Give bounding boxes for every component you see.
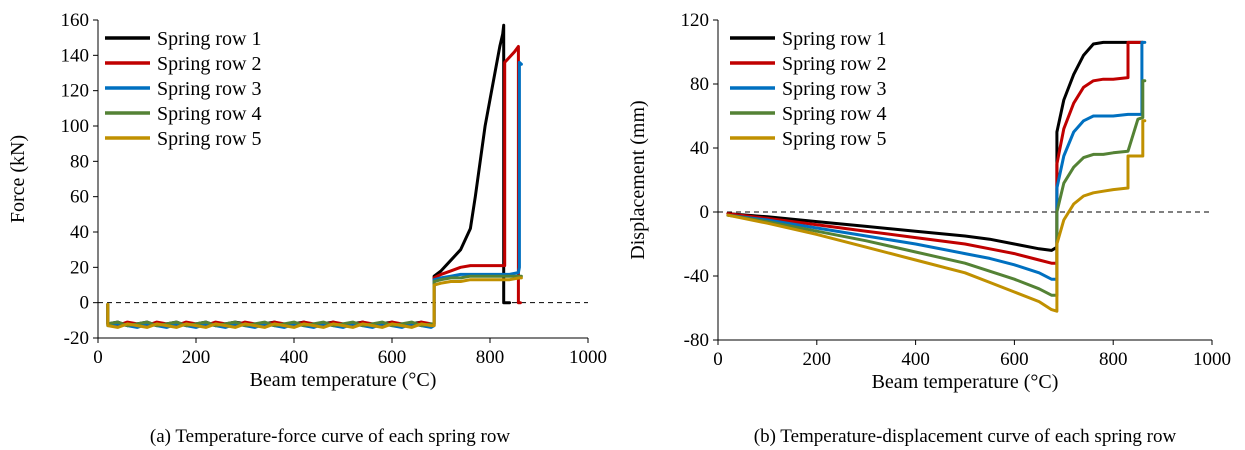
legend-label-5: Spring row 5 <box>157 128 261 150</box>
y-tick-label: 80 <box>70 151 89 172</box>
series-line-spring-row-5 <box>106 276 523 329</box>
y-tick-label: 0 <box>80 293 90 314</box>
x-tick-label: 0 <box>93 347 103 368</box>
legend-label-5: Spring row 5 <box>782 128 886 150</box>
y-tick-label: 0 <box>700 202 710 223</box>
x-tick-label: 600 <box>378 347 407 368</box>
series-line-spring-row-4 <box>106 274 523 328</box>
legend-label-2: Spring row 2 <box>157 53 261 75</box>
x-tick-label: 400 <box>901 349 930 370</box>
y-tick-label: 60 <box>70 187 89 208</box>
y-tick-label: 140 <box>61 45 90 66</box>
legend-label-4: Spring row 4 <box>157 103 261 125</box>
series-line-spring-row-4 <box>726 79 1147 297</box>
legend-label-1: Spring row 1 <box>782 28 886 50</box>
caption-a: (a) Temperature-force curve of each spri… <box>150 426 510 447</box>
x-axis-title: Beam temperature (°C) <box>872 371 1059 393</box>
y-axis-title: Displacement (mm) <box>627 100 649 259</box>
x-tick-label: 200 <box>182 347 211 368</box>
x-tick-label: 800 <box>1099 349 1128 370</box>
y-tick-label: 40 <box>70 222 89 243</box>
y-tick-label: 80 <box>690 74 709 95</box>
y-tick-label: -40 <box>684 266 709 287</box>
y-tick-label: 20 <box>70 257 89 278</box>
y-tick-label: 120 <box>681 10 710 31</box>
x-tick-label: 600 <box>1000 349 1029 370</box>
legend-label-4: Spring row 4 <box>782 103 886 125</box>
legend-label-2: Spring row 2 <box>782 53 886 75</box>
x-axis-title: Beam temperature (°C) <box>250 369 437 391</box>
series-line-spring-row-1 <box>726 40 1145 252</box>
series-line-spring-row-3 <box>726 40 1147 281</box>
x-tick-label: 800 <box>476 347 505 368</box>
legend-label-3: Spring row 3 <box>157 78 261 100</box>
x-tick-label: 200 <box>803 349 832 370</box>
y-tick-label: 120 <box>61 81 90 102</box>
x-tick-label: 0 <box>713 349 723 370</box>
caption-b: (b) Temperature-displacement curve of ea… <box>754 426 1177 447</box>
legend-label-3: Spring row 3 <box>782 78 886 100</box>
y-axis-title: Force (kN) <box>7 135 29 223</box>
y-tick-label: -20 <box>64 328 89 349</box>
x-tick-label: 400 <box>280 347 309 368</box>
y-tick-label: -80 <box>684 330 709 351</box>
y-tick-label: 100 <box>61 116 90 137</box>
series-line-spring-row-2 <box>726 40 1145 265</box>
x-tick-label: 1000 <box>1193 349 1231 370</box>
y-tick-label: 160 <box>61 10 90 31</box>
panel-b-displacement-chart: -80 -40 0 40 80 120 0 200 400 600 800 1000 Beam temp… <box>627 10 1231 393</box>
x-tick-label: 1000 <box>569 347 607 368</box>
series-line-spring-row-5 <box>726 119 1147 313</box>
y-tick-label: 40 <box>690 138 709 159</box>
legend-label-1: Spring row 1 <box>157 28 261 50</box>
